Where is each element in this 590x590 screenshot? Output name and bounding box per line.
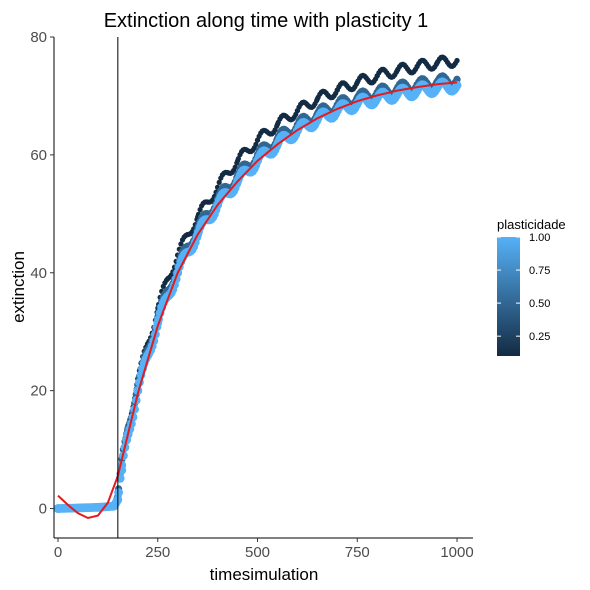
data-points	[53, 54, 462, 513]
data-point	[112, 496, 122, 506]
data-point	[454, 58, 460, 64]
plot-area	[53, 37, 462, 538]
legend-title: plasticidade	[497, 217, 566, 232]
legend: plasticidade 0.25 0.50 0.75 1.00	[497, 217, 566, 356]
x-tick-label: 500	[245, 544, 270, 561]
y-axis-title: extinction	[9, 251, 28, 323]
y-tick-label: 0	[39, 501, 47, 518]
x-tick-label: 250	[145, 544, 170, 561]
data-point	[253, 141, 259, 147]
data-point	[234, 160, 240, 166]
legend-colorbar	[497, 237, 520, 356]
y-tick-label: 80	[30, 29, 47, 46]
series-0	[55, 54, 460, 512]
x-tick-label: 1000	[440, 544, 473, 561]
fit-line-group	[57, 81, 458, 520]
x-axis-title: timesimulation	[210, 565, 319, 584]
fit-line	[57, 81, 458, 520]
legend-tick-label: 0.25	[529, 331, 550, 343]
y-tick-label: 60	[30, 147, 47, 164]
chart-title: Extinction along time with plasticity 1	[104, 10, 429, 32]
data-point	[114, 488, 123, 497]
legend-tick-label: 0.50	[529, 298, 550, 310]
data-point	[235, 156, 241, 162]
x-ticks: 0 250 500 750 1000	[54, 538, 474, 561]
y-tick-label: 40	[30, 265, 47, 282]
legend-tick-label: 1.00	[529, 232, 550, 244]
data-point	[232, 164, 238, 170]
data-point	[216, 179, 222, 185]
legend-tick-label: 0.75	[529, 265, 550, 277]
y-ticks: 0 20 40 60 80	[30, 29, 54, 518]
y-tick-label: 20	[30, 383, 47, 400]
data-point	[453, 75, 461, 83]
x-tick-label: 750	[345, 544, 370, 561]
x-tick-label: 0	[54, 544, 62, 561]
legend-ticks: 0.25 0.50 0.75 1.00	[497, 232, 550, 343]
data-point	[178, 241, 184, 247]
